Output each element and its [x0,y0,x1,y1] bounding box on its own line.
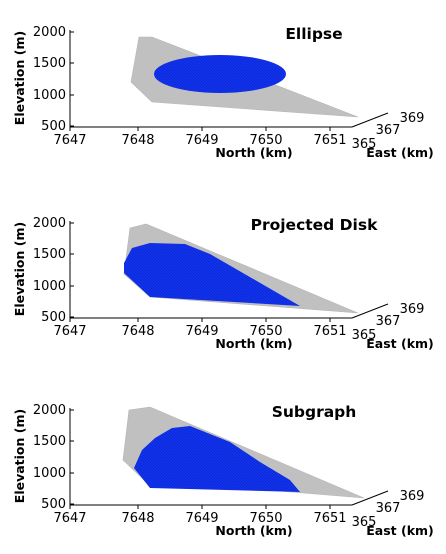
x-axis-label: North (km) [215,336,292,351]
z-tick-label: 1000 [33,466,66,481]
z-tick-label: 1500 [33,56,66,71]
x-tick-label: 7651 [313,511,346,526]
x-axis-label: North (km) [215,145,292,160]
z-axis: 2000 1500 1000 500 Elevation (m) [12,403,74,512]
x-axis: 7647 7648 7649 7650 7651 North (km) [53,504,352,538]
y-axis-line [351,490,389,506]
y-tick-label: 369 [400,489,425,504]
z-tick-label: 500 [41,310,66,325]
y-axis-label: East (km) [366,145,434,160]
y-tick-label: 365 [352,328,377,343]
z-axis-label: Elevation (m) [12,31,27,125]
x-tick-label: 7647 [53,511,86,526]
y-tick-label: 369 [400,111,425,126]
panel-title: Ellipse [285,25,342,43]
projected-disk-mark [124,243,300,306]
x-tick-label: 7648 [121,511,154,526]
z-tick-label: 1000 [33,88,66,103]
z-tick-label: 1500 [33,434,66,449]
subgraph-mark [134,426,300,492]
z-tick-label: 1000 [33,279,66,294]
y-axis-label: East (km) [366,336,434,351]
z-tick-label: 2000 [33,216,66,231]
x-axis-label: North (km) [215,523,292,538]
x-tick-label: 7648 [121,324,154,339]
x-tick-label: 7649 [185,133,218,148]
z-tick-label: 2000 [33,403,66,418]
ellipse-mark [154,55,286,93]
z-tick-label: 500 [41,119,66,134]
x-axis: 7647 7648 7649 7650 7651 North (km) [53,126,352,160]
z-axis-label: Elevation (m) [12,409,27,503]
z-tick-label: 2000 [33,25,66,40]
y-tick-label: 367 [376,123,401,138]
x-tick-label: 7647 [53,133,86,148]
panel-1: 2000 1500 1000 500 Elevation (m) 7647 7648 7649… [12,25,434,160]
x-tick-label: 7650 [249,511,282,526]
x-tick-label: 7650 [249,324,282,339]
y-tick-label: 367 [376,314,401,329]
panel-title: Subgraph [272,403,357,421]
x-tick-label: 7647 [53,324,86,339]
x-tick-label: 7649 [185,511,218,526]
y-tick-label: 365 [352,137,377,152]
y-axis-label: East (km) [366,523,434,538]
x-tick-label: 7649 [185,324,218,339]
y-tick-label: 367 [376,501,401,516]
z-tick-label: 500 [41,497,66,512]
z-axis: 2000 1500 1000 500 Elevation (m) [12,216,74,325]
y-axis-line [351,303,389,319]
panel-3: 2000 1500 1000 500 Elevation (m) 7647 7648 7649… [12,403,434,538]
y-axis-line [351,112,389,128]
x-axis: 7647 7648 7649 7650 7651 North (km) [53,317,352,351]
z-axis: 2000 1500 1000 500 Elevation (m) [12,25,74,134]
x-tick-label: 7650 [249,133,282,148]
x-tick-label: 7651 [313,133,346,148]
x-tick-label: 7648 [121,133,154,148]
z-axis-label: Elevation (m) [12,222,27,316]
x-tick-label: 7651 [313,324,346,339]
panel-title: Projected Disk [251,216,378,234]
panel-2: 2000 1500 1000 500 Elevation (m) 7647 7648 7649… [12,216,434,351]
y-tick-label: 365 [352,515,377,530]
z-tick-label: 1500 [33,247,66,262]
y-tick-label: 369 [400,302,425,317]
